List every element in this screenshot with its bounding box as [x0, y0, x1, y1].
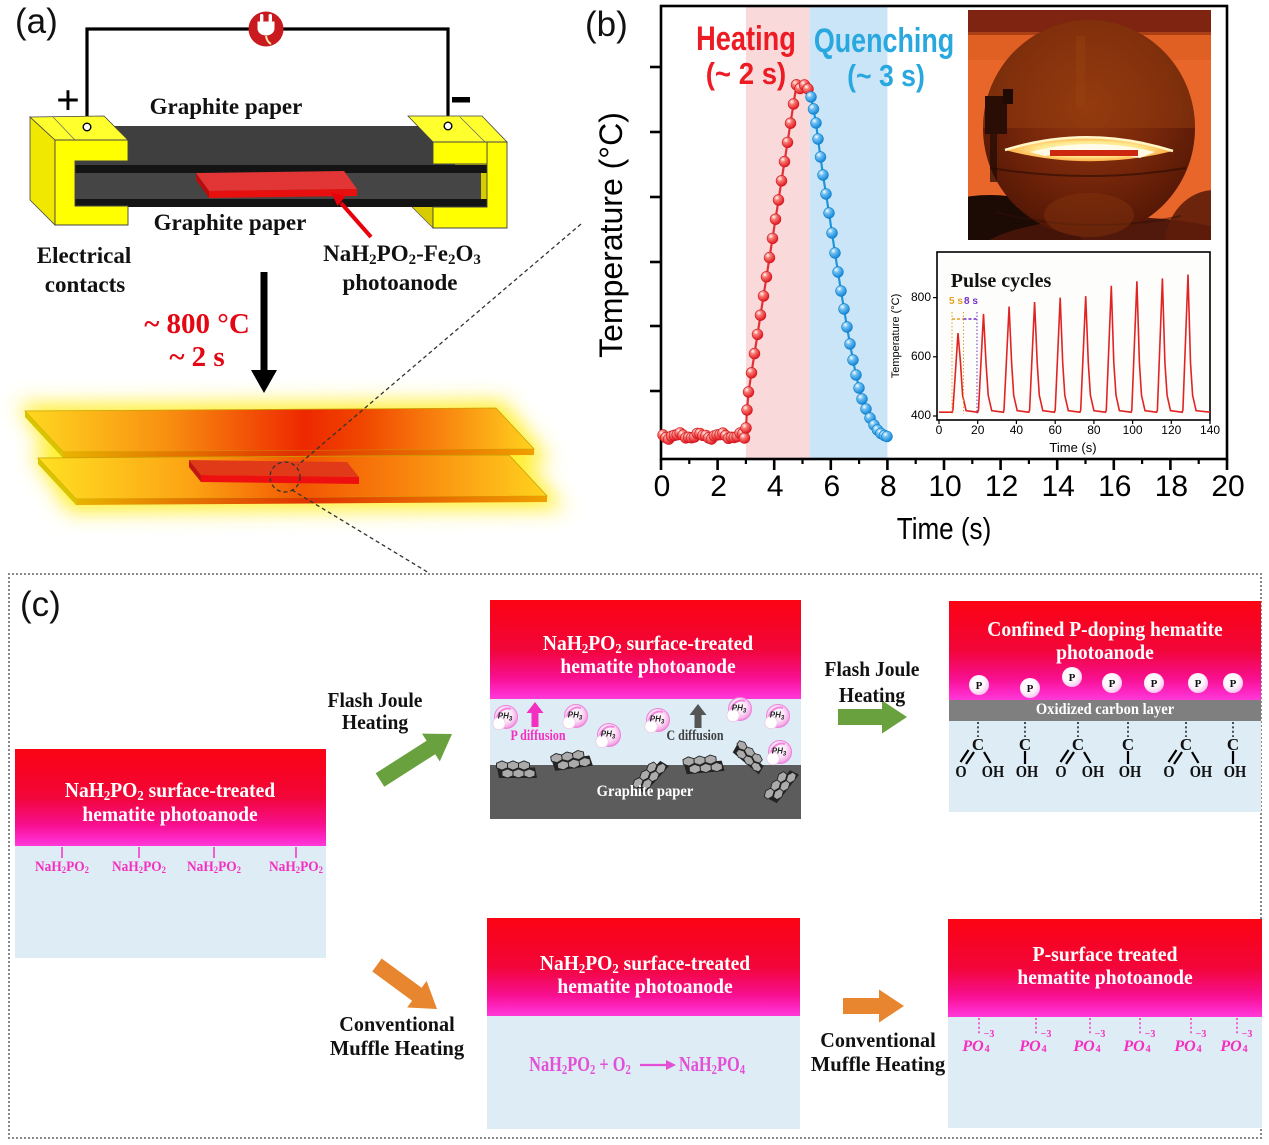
svg-text:P: P — [1230, 678, 1237, 690]
svg-text:P: P — [976, 680, 983, 692]
svg-text:P: P — [1109, 678, 1116, 690]
svg-text:PH3: PH3 — [498, 712, 513, 723]
svg-text:P: P — [1151, 678, 1158, 690]
svg-text:P: P — [1069, 672, 1076, 684]
svg-text:P: P — [1195, 678, 1202, 690]
svg-text:PH3: PH3 — [568, 711, 583, 722]
svg-text:PH3: PH3 — [732, 704, 747, 715]
svg-text:PH3: PH3 — [650, 715, 665, 726]
svg-text:PH3: PH3 — [601, 730, 616, 741]
svg-text:PH3: PH3 — [770, 711, 785, 722]
svg-text:P: P — [1027, 683, 1034, 695]
svg-text:PH3: PH3 — [772, 747, 787, 758]
